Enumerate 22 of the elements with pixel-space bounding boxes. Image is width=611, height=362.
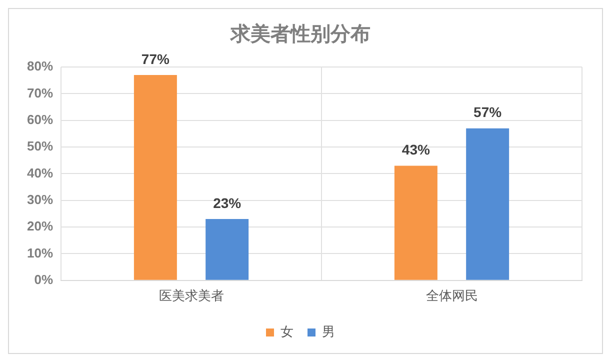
y-tick-label: 10% xyxy=(26,245,54,260)
legend-label: 女 xyxy=(280,324,294,340)
data-label: 77% xyxy=(141,50,170,67)
data-label: 57% xyxy=(474,104,502,120)
y-tick-label: 80% xyxy=(26,58,54,74)
y-tick-label: 40% xyxy=(26,165,54,180)
y-tick-label: 20% xyxy=(26,218,54,234)
data-label: 43% xyxy=(402,142,430,158)
bar xyxy=(466,128,510,280)
data-label: 23% xyxy=(213,194,242,211)
bar xyxy=(134,75,177,280)
y-tick-label: 0% xyxy=(34,272,54,287)
chart-title: 求美者性别分布 xyxy=(230,22,370,46)
y-tick-label: 50% xyxy=(26,138,54,154)
bar xyxy=(394,166,438,280)
legend-label: 男 xyxy=(322,324,335,340)
x-tick-label: 全体网民 xyxy=(426,288,478,303)
y-tick-label: 60% xyxy=(26,112,54,127)
x-tick-label: 医美求美者 xyxy=(158,288,224,303)
y-tick-label: 70% xyxy=(26,85,54,100)
bar xyxy=(206,219,249,280)
y-tick-label: 30% xyxy=(26,192,54,207)
